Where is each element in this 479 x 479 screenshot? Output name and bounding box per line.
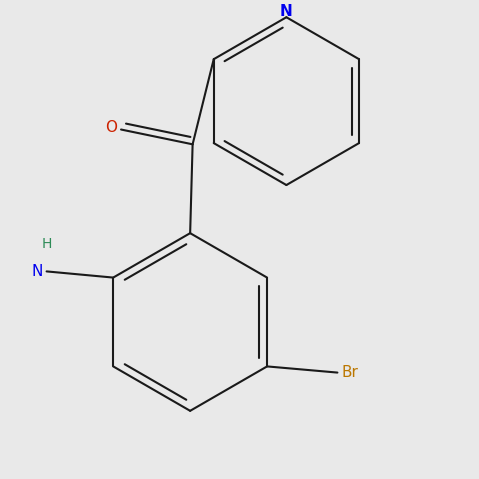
Text: H: H	[41, 237, 52, 251]
Text: N: N	[31, 264, 43, 279]
Text: O: O	[105, 120, 117, 135]
Text: N: N	[280, 3, 293, 19]
Text: Br: Br	[342, 365, 358, 380]
